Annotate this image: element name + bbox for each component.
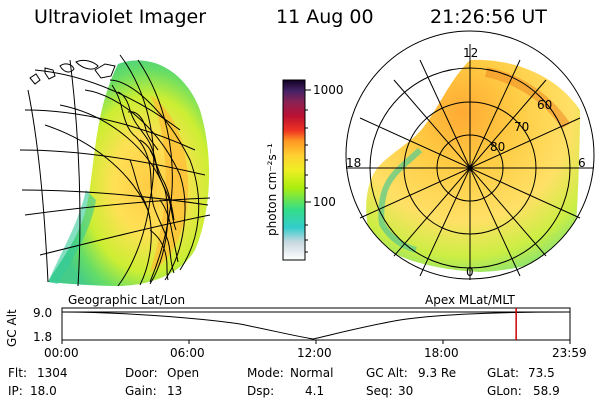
timeline-right-caption: Apex MLat/MLT (425, 293, 515, 307)
colorbar-ticks (305, 89, 311, 253)
gc-alt-label: GC Alt: (366, 366, 408, 380)
glon-value: 58.9 (533, 384, 560, 398)
gain-label: Gain: (125, 384, 157, 398)
time-label: 21:26:56 UT (430, 6, 547, 28)
geographic-image (19, 54, 211, 287)
lat-70-label: 70 (514, 120, 530, 134)
lat-60-label: 60 (537, 98, 553, 112)
dsp-label: Dsp: (247, 384, 275, 398)
ip-value: 18.0 (30, 384, 57, 398)
timeline-x-tick-0600: 06:00 (170, 346, 205, 360)
mlt-12-label: 12 (463, 46, 479, 60)
colorbar-tick-1000: 1000 (313, 83, 344, 97)
timeline-x-tick-0000: 00:00 (44, 346, 79, 360)
timeline-y-tick-top: 9.0 (33, 306, 53, 320)
glat-value: 73.5 (528, 366, 555, 380)
timeline-y-axis-label: GC Alt (5, 309, 19, 347)
timeline-x-tick-2359: 23:59 (552, 346, 587, 360)
gain-value: 13 (167, 384, 183, 398)
door-label: Door: (125, 366, 158, 380)
timeline-x-tick-1800: 18:00 (424, 346, 459, 360)
dsp-value: 4.1 (305, 384, 325, 398)
date-label: 11 Aug 00 (276, 6, 374, 28)
altitude-timeline (61, 307, 571, 344)
polar-image (345, 30, 595, 280)
lat-80-label: 80 (490, 140, 506, 154)
mlt-6-label: 6 (578, 156, 586, 170)
flt-value: 1304 (37, 366, 68, 380)
flt-label: Flt: (8, 366, 27, 380)
ip-label: IP: (8, 384, 23, 398)
glat-label: GLat: (487, 366, 520, 380)
mode-label: Mode: (247, 366, 284, 380)
colorbar-tick-100: 100 (313, 195, 336, 209)
mlt-0-label: 0 (466, 265, 474, 279)
colorbar (282, 79, 306, 261)
app-title: Ultraviolet Imager (34, 6, 207, 28)
glon-label: GLon: (487, 384, 522, 398)
door-value: Open (167, 366, 200, 380)
timeline-y-tick-bottom: 1.8 (33, 330, 53, 344)
mode-value: Normal (290, 366, 334, 380)
mlt-18-label: 18 (346, 156, 362, 170)
seq-value: 30 (398, 384, 414, 398)
colorbar-unit-label: photon cm⁻²s⁻¹ (265, 143, 279, 236)
timeline-left-caption: Geographic Lat/Lon (68, 293, 186, 307)
seq-label: Seq: (366, 384, 393, 398)
timeline-x-tick-1200: 12:00 (297, 346, 332, 360)
gc-alt-value: 9.3 Re (418, 366, 457, 380)
